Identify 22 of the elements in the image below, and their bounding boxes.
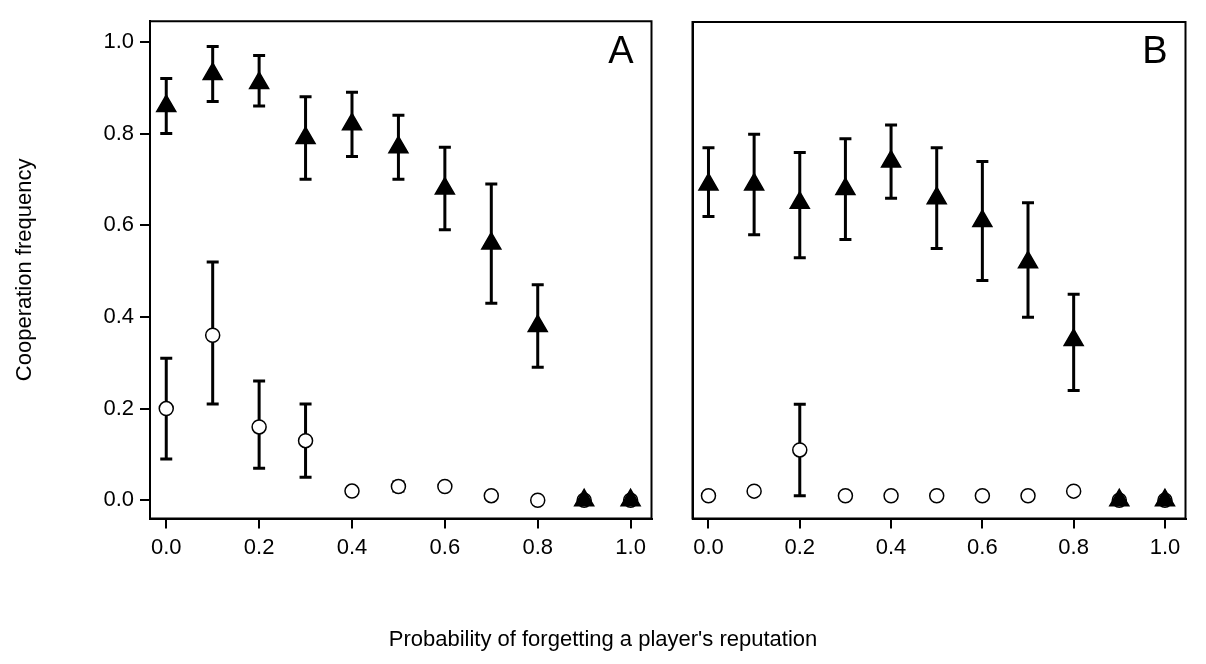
x-tick-label: 0.2 <box>784 533 816 559</box>
annotation: B <box>1142 29 1168 72</box>
x-tick-label: 0.8 <box>522 533 554 559</box>
x-tick-label: 0.4 <box>875 533 907 559</box>
x-tick-label: 0.6 <box>967 533 998 559</box>
x-tick-label: 0.0 <box>150 533 182 559</box>
y-tick-label: 0.6 <box>103 211 134 237</box>
x-tick-label: 1.0 <box>615 533 646 559</box>
x-tick-label: 0.6 <box>429 533 461 559</box>
x-tick-label: 1.0 <box>1149 533 1181 559</box>
x-axis-title: Probability of forgetting a player's reputation <box>387 626 819 652</box>
y-tick-label: 1.0 <box>103 27 134 53</box>
x-tick-label: 0.8 <box>1058 533 1089 559</box>
x-tick-label: 0.4 <box>336 533 368 559</box>
y-axis-title: Cooperation frequency <box>11 158 37 382</box>
x-tick-label: 0.2 <box>243 533 275 559</box>
y-tick-label: 0.4 <box>103 302 134 328</box>
annotation: A <box>608 28 635 71</box>
y-tick-label: 0.0 <box>103 486 134 512</box>
y-tick-label: 0.2 <box>103 394 134 420</box>
x-tick-label: 0.0 <box>693 533 724 559</box>
y-tick-label: 0.8 <box>103 119 134 145</box>
